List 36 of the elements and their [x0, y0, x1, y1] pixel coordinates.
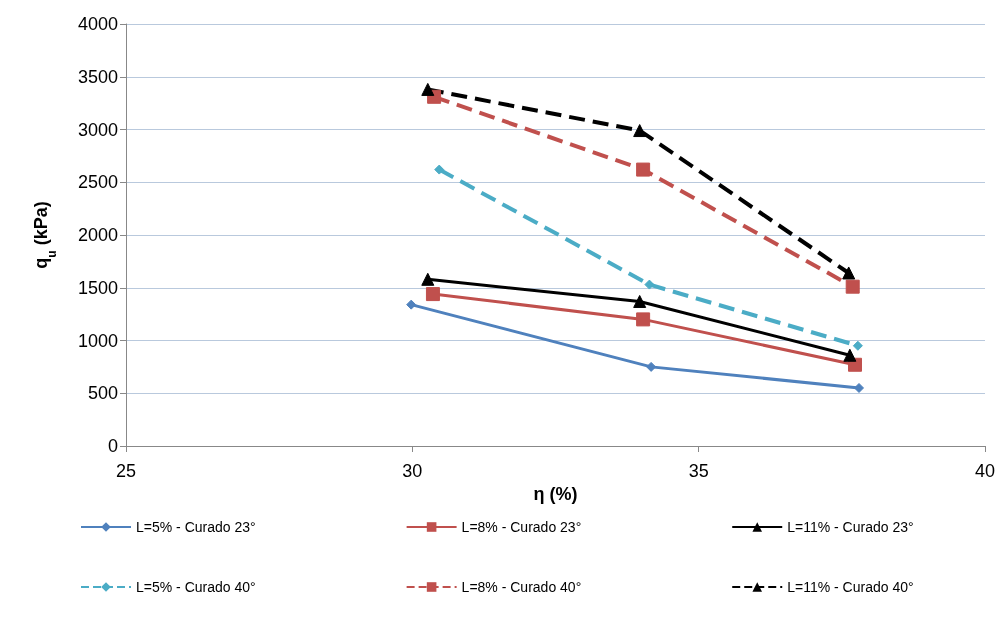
y-tick-label: 500: [87, 383, 118, 404]
y-tick-label: 1000: [77, 330, 118, 351]
legend-label: L=11% - Curado 23°: [787, 519, 914, 535]
point: [633, 124, 647, 138]
point: [636, 162, 651, 177]
point: [633, 294, 647, 308]
y-tick-label: 4000: [77, 14, 118, 34]
legend-label: L=8% - Curado 23°: [461, 519, 582, 535]
point: [842, 266, 856, 280]
point: [636, 312, 651, 327]
point: [644, 279, 655, 290]
legend-label: L=5% - Curado 40°: [136, 579, 256, 595]
legend-label: L=8% - Curado 40°: [461, 579, 582, 595]
x-axis-title: η (%): [533, 483, 578, 504]
point: [852, 340, 863, 351]
point: [434, 164, 445, 175]
point: [854, 382, 865, 393]
point: [845, 279, 860, 294]
y-tick-label: 3000: [77, 119, 118, 140]
legend-label: L=5% - Curado 23°: [136, 519, 256, 535]
x-tick-label: 40: [974, 461, 996, 481]
x-tick-label: 25: [115, 461, 137, 481]
x-tick-label: 30: [402, 461, 423, 481]
point: [425, 287, 440, 302]
y-tick-label: 2500: [77, 172, 118, 193]
point: [843, 348, 857, 362]
y-tick-label: 1500: [77, 277, 118, 298]
x-tick-label: 35: [688, 461, 709, 481]
point: [421, 272, 435, 286]
y-tick-label: 2000: [77, 225, 118, 245]
y-axis-title: qu (kPa): [31, 201, 59, 269]
y-tick-label: 0: [107, 436, 118, 456]
point: [421, 82, 435, 96]
y-tick-label: 3500: [77, 66, 118, 87]
point: [406, 299, 417, 310]
legend-label: L=11% - Curado 40°: [787, 579, 914, 595]
